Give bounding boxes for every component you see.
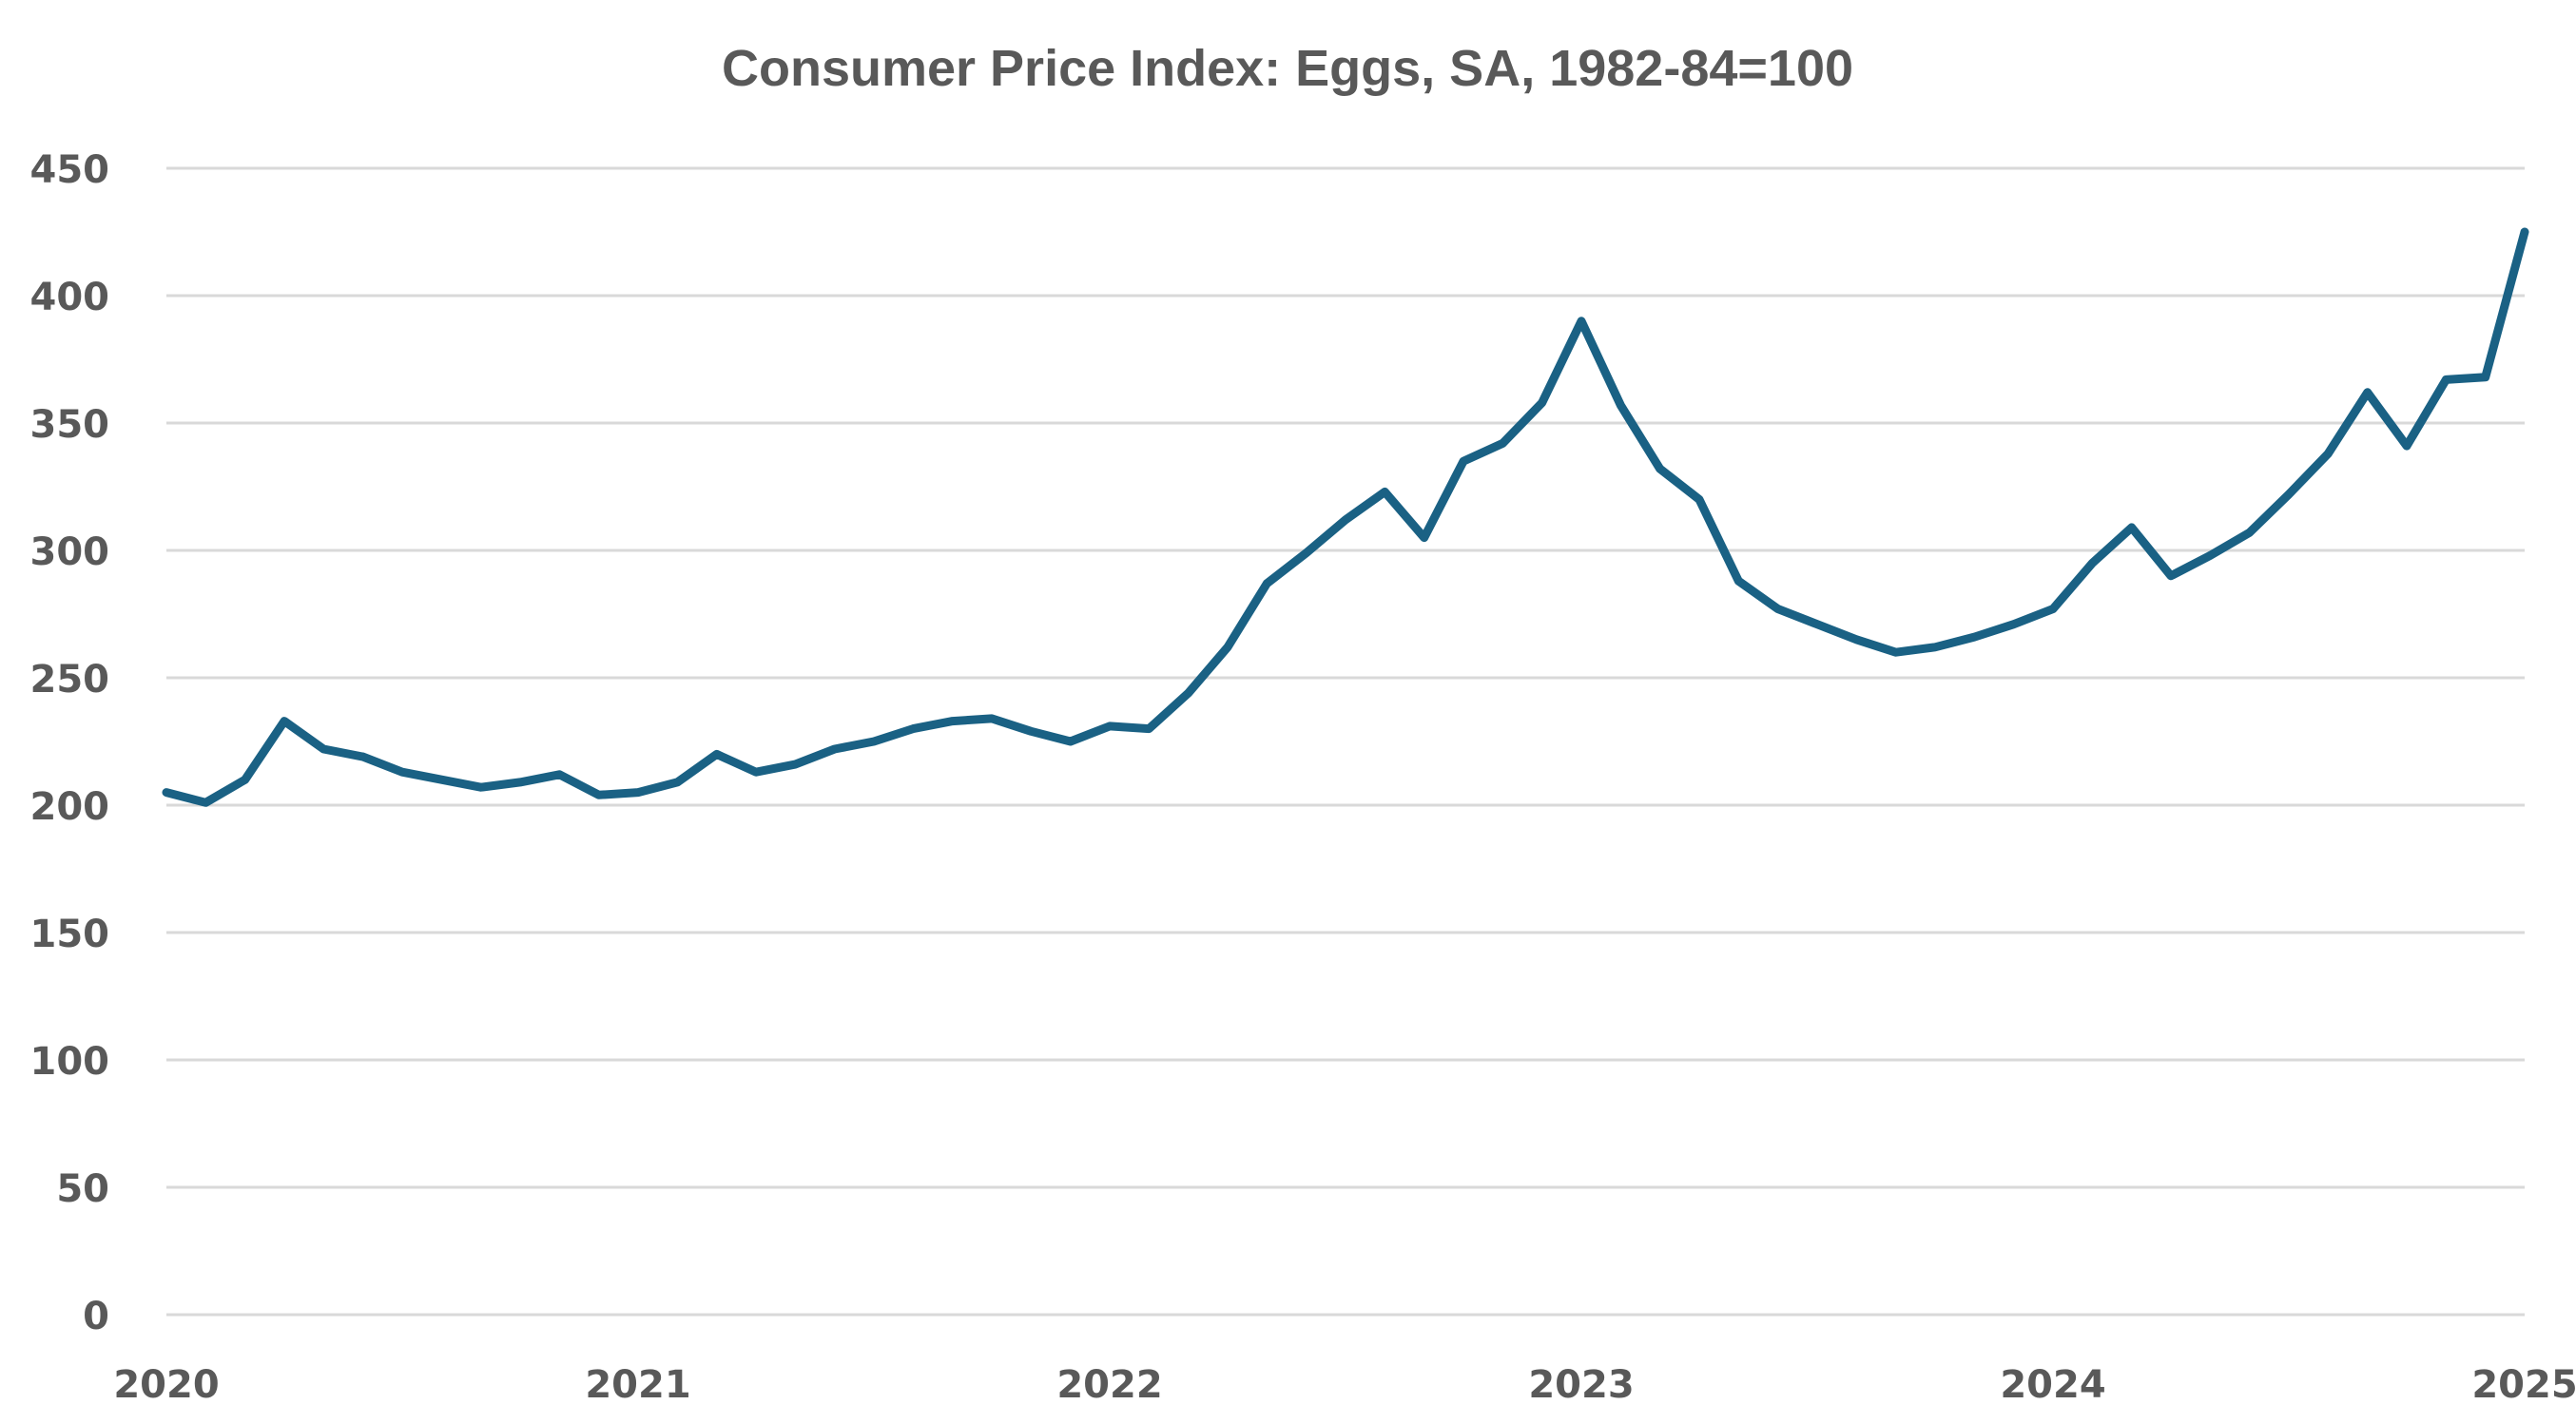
y-tick-label: 150 [30, 913, 110, 956]
x-tick-label: 2024 [2000, 1363, 2105, 1407]
y-axis-ticks: 0 50 100 150 200 250 300 350 400 450 [30, 148, 110, 1338]
x-tick-label: 2021 [585, 1363, 690, 1407]
chart-title: Consumer Price Index: Eggs, SA, 1982-84=… [722, 40, 1853, 97]
y-tick-label: 50 [56, 1167, 109, 1211]
x-tick-label: 2025 [2471, 1363, 2576, 1407]
series-layer [162, 227, 2529, 807]
series-line [162, 227, 2529, 807]
x-tick-label: 2022 [1056, 1363, 1162, 1407]
y-tick-label: 300 [30, 530, 110, 574]
y-tick-label: 200 [30, 785, 110, 829]
gridlines [166, 166, 2525, 1317]
y-tick-label: 450 [30, 148, 110, 192]
y-tick-label: 0 [83, 1295, 109, 1338]
y-tick-label: 250 [30, 658, 110, 702]
x-tick-label: 2020 [113, 1363, 219, 1407]
x-tick-label: 2023 [1528, 1363, 1634, 1407]
y-tick-label: 350 [30, 403, 110, 447]
y-tick-label: 100 [30, 1040, 110, 1084]
y-tick-label: 400 [30, 276, 110, 319]
x-axis-ticks: 2020 2021 2022 2023 2024 2025 [113, 1363, 2576, 1407]
